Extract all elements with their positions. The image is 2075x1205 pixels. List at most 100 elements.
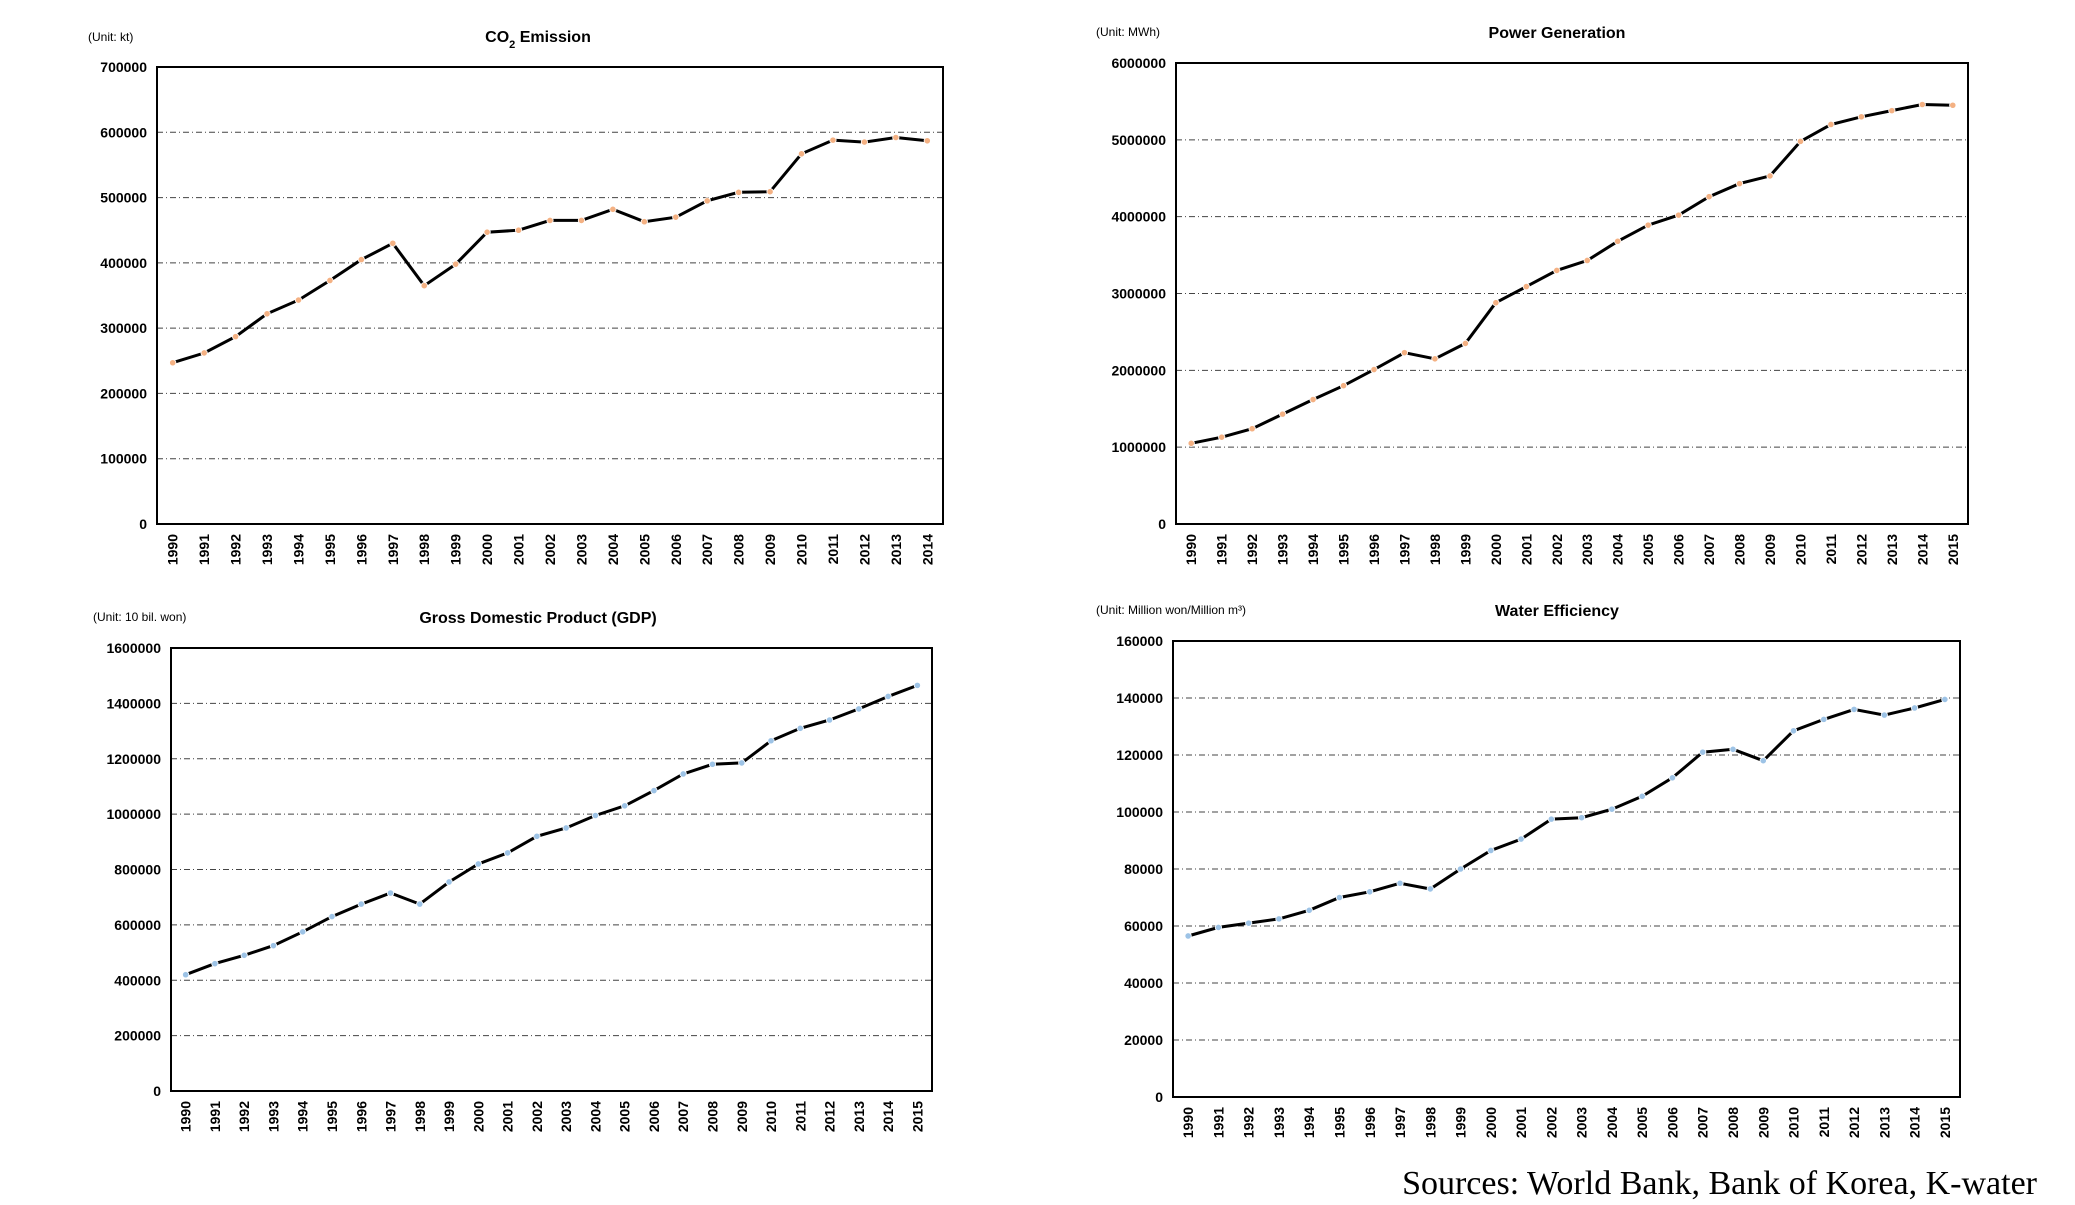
x-tick-label: 2006: [668, 534, 684, 565]
x-tick-label: 1992: [1244, 534, 1260, 565]
x-tick-label: 1999: [1453, 1107, 1469, 1138]
x-tick-label: 2011: [825, 534, 841, 565]
data-point: [884, 692, 892, 701]
x-tick-label: 1998: [1422, 1107, 1438, 1138]
x-tick-label: 2010: [1786, 1107, 1802, 1138]
x-tick-label: 1997: [383, 1101, 399, 1132]
x-tick-label: 2001: [500, 1101, 516, 1132]
x-tick-label: 1996: [353, 534, 369, 565]
x-tick-label: 2008: [731, 534, 747, 565]
x-tick-label: 2013: [1876, 1107, 1892, 1138]
plot-frame: [170, 647, 933, 1092]
x-tick-label: 2004: [1604, 1107, 1620, 1138]
x-tick-label: 2012: [1846, 1107, 1862, 1138]
x-tick-label: 2010: [1792, 534, 1808, 565]
x-tick-label: 2003: [1579, 534, 1595, 565]
data-point: [1218, 433, 1226, 441]
data-point: [294, 296, 303, 304]
data-point: [1431, 355, 1439, 363]
data-point: [1370, 365, 1378, 374]
data-point: [1918, 100, 1926, 109]
y-tick-label: 1000000: [106, 806, 161, 822]
x-tick-label: 1990: [178, 1101, 194, 1132]
x-tick-label: 2015: [909, 1101, 925, 1132]
y-tick-label: 500000: [100, 190, 147, 206]
plot-frame: [156, 66, 944, 525]
y-tick-label: 2000000: [1111, 362, 1166, 378]
x-tick-label: 1994: [295, 1101, 311, 1132]
data-point: [829, 136, 837, 144]
x-tick-label: 1995: [1331, 1107, 1347, 1138]
x-tick-label: 2009: [1755, 1107, 1771, 1138]
chart-title-main: Power Generation: [1489, 25, 1626, 42]
x-tick-label: 2001: [1513, 1107, 1529, 1138]
y-tick-label: 0: [1158, 516, 1166, 532]
data-point: [240, 951, 248, 959]
data-point: [169, 359, 177, 367]
data-point: [1796, 137, 1805, 145]
y-tick-label: 200000: [114, 1028, 161, 1044]
data-point: [1487, 846, 1495, 855]
x-tick-label: 2014: [1914, 534, 1930, 565]
y-tick-label: 4000000: [1111, 209, 1166, 225]
y-tick-label: 1000000: [1111, 439, 1166, 455]
series-line: [185, 683, 918, 977]
chart-2: 0 1000000 2000000 3000000 4000000 5000000 6000…: [1096, 25, 1969, 565]
data-point: [474, 860, 482, 868]
x-tick-label: 2012: [822, 1101, 838, 1132]
x-tick-label: 2006: [646, 1101, 662, 1132]
data-point: [452, 260, 460, 268]
x-tick-label: 1991: [207, 1101, 223, 1132]
x-tick-label: 1993: [265, 1101, 281, 1132]
x-tick-label: 2001: [511, 534, 527, 565]
chart-title: Gross Domestic Product (GDP): [419, 610, 656, 627]
data-point: [211, 960, 219, 968]
x-tick-label: 2010: [794, 534, 810, 565]
x-tick-label: 2003: [558, 1101, 574, 1132]
data-point: [269, 942, 278, 950]
y-tick-label: 400000: [114, 972, 161, 988]
data-point: [1583, 256, 1591, 265]
x-tick-label: 2004: [587, 1101, 603, 1132]
data-point: [1275, 915, 1283, 923]
data-point: [1705, 193, 1713, 201]
x-tick-label: 2002: [542, 534, 558, 565]
y-tick-label: 6000000: [1111, 55, 1166, 71]
x-tick-label: 2005: [1634, 1107, 1650, 1138]
data-point: [1729, 745, 1737, 753]
y-tick-label: 1600000: [106, 640, 161, 656]
chart-title-main: Water Efficiency: [1495, 603, 1619, 620]
x-tick-label: 1998: [412, 1101, 428, 1132]
data-point: [357, 255, 365, 264]
x-tick-label: 2011: [1816, 1107, 1832, 1138]
data-point: [591, 811, 600, 820]
data-point: [1456, 865, 1465, 873]
chart-title-main: CO: [485, 29, 509, 46]
x-tick-label: 2005: [617, 1101, 633, 1132]
x-tick-label: 2007: [1695, 1107, 1711, 1138]
data-point: [1638, 792, 1646, 800]
x-tick-label: 2011: [792, 1101, 808, 1132]
data-point: [445, 878, 453, 886]
data-point: [1857, 113, 1865, 121]
x-tick-label: 2003: [1574, 1107, 1590, 1138]
data-point: [1789, 727, 1798, 735]
x-tick-label: 1998: [1427, 534, 1443, 565]
chart-title-rest: Emission: [515, 29, 591, 46]
x-tick-label: 2000: [1483, 1107, 1499, 1138]
x-tick-label: 2013: [888, 534, 904, 565]
data-point: [1547, 815, 1555, 823]
data-point: [855, 705, 863, 713]
unit-label: (Unit: kt): [88, 30, 133, 44]
data-point: [546, 216, 554, 225]
data-point: [577, 216, 586, 225]
y-tick-label: 100000: [100, 451, 147, 467]
data-point: [1396, 879, 1404, 887]
plot-frame: [1175, 62, 1969, 525]
data-point: [1941, 695, 1949, 704]
chart-title: CO2 Emission: [485, 29, 591, 51]
data-point: [1614, 237, 1622, 245]
x-tick-label: 2009: [734, 1101, 750, 1132]
data-point: [923, 137, 931, 145]
data-point: [1366, 888, 1374, 896]
